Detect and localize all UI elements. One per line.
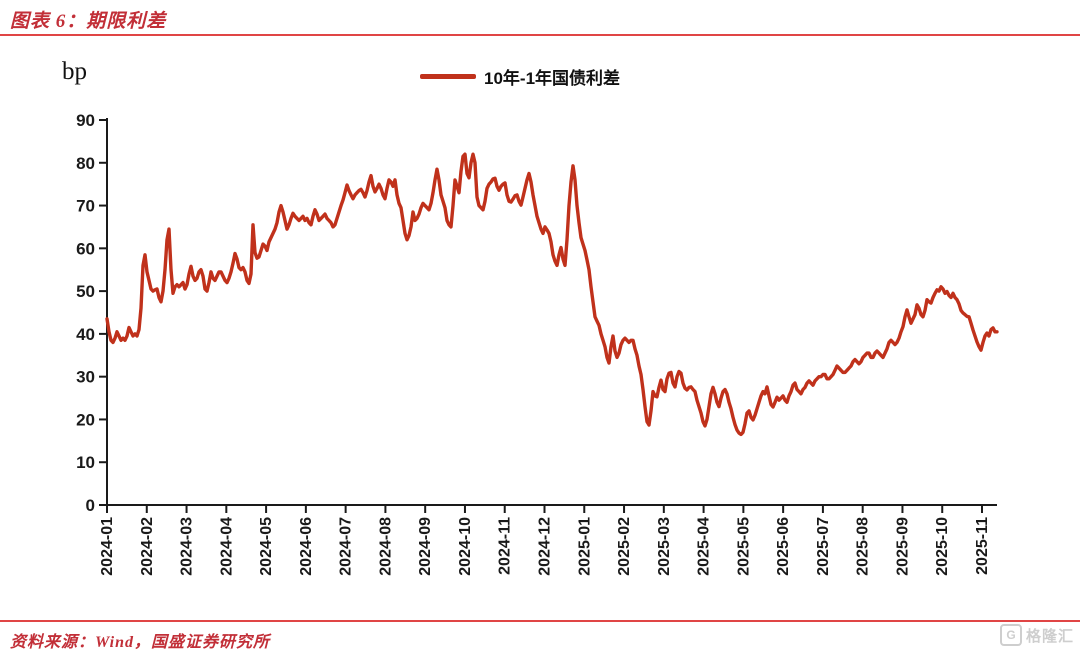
- x-tick-label: 2024-04: [218, 517, 235, 576]
- y-tick-label: 0: [86, 496, 95, 515]
- x-tick-label: 2024-10: [457, 517, 474, 576]
- x-tick-label: 2024-03: [179, 517, 196, 576]
- y-tick-label: 50: [76, 282, 95, 301]
- y-tick-label: 60: [76, 239, 95, 258]
- y-tick-label: 70: [76, 197, 95, 216]
- y-tick-label: 10: [76, 453, 95, 472]
- x-tick-label: 2025-11: [974, 517, 991, 575]
- x-tick-label: 2025-10: [934, 517, 951, 576]
- axes: [99, 118, 997, 513]
- x-tick-label: 2025-07: [815, 517, 832, 576]
- x-tick-label: 2024-01: [99, 517, 116, 576]
- x-tick-label: 2024-02: [139, 517, 156, 576]
- line-chart: 0 10 20 30 40 50 60 70 80 90 2024-01 2024-02 2024-03…: [76, 111, 999, 576]
- chart-legend: 10年-1年国债利差: [420, 64, 620, 89]
- figure-title: 图表 6：期限利差: [10, 11, 167, 32]
- y-axis-unit-label: bp: [62, 58, 87, 85]
- x-tick-label: 2024-07: [338, 517, 355, 576]
- spread-series-line: [105, 152, 999, 437]
- y-tick-label: 20: [76, 410, 95, 429]
- x-tick-label: 2025-08: [855, 517, 872, 576]
- y-tick-labels: 0 10 20 30 40 50 60 70 80 90: [76, 111, 95, 515]
- y-tick-label: 80: [76, 154, 95, 173]
- source-text: 资料来源：Wind，国盛证券研究所: [10, 634, 270, 651]
- gelonghui-watermark: G 格隆汇: [999, 624, 1074, 646]
- gelonghui-logo-icon: G: [999, 624, 1022, 646]
- x-tick-label: 2024-09: [417, 517, 434, 576]
- x-tick-label: 2025-09: [894, 517, 911, 576]
- y-tick-label: 40: [76, 325, 95, 344]
- x-tick-labels: 2024-01 2024-02 2024-03 2024-04 2024-05 2024-…: [99, 517, 991, 576]
- gelonghui-watermark-text: 格隆汇: [1025, 627, 1074, 645]
- legend-label: 10年-1年国债利差: [484, 69, 621, 88]
- legend-line-marker: [420, 74, 476, 79]
- y-tick-label: 90: [76, 111, 95, 130]
- x-tick-label: 2025-03: [656, 517, 673, 576]
- x-tick-label: 2024-06: [298, 517, 315, 576]
- x-tick-label: 2024-12: [537, 517, 554, 576]
- x-tick-label: 2025-02: [616, 517, 633, 576]
- x-tick-label: 2024-05: [258, 517, 275, 576]
- x-tick-label: 2025-04: [696, 517, 713, 576]
- top-divider: [0, 34, 1080, 36]
- bottom-divider: [0, 620, 1080, 622]
- x-tick-label: 2025-05: [735, 517, 752, 576]
- x-tick-label: 2024-11: [497, 517, 514, 575]
- y-tick-label: 30: [76, 368, 95, 387]
- x-tick-label: 2025-06: [775, 517, 792, 576]
- x-tick-label: 2025-01: [576, 517, 593, 576]
- x-tick-label: 2024-08: [377, 517, 394, 576]
